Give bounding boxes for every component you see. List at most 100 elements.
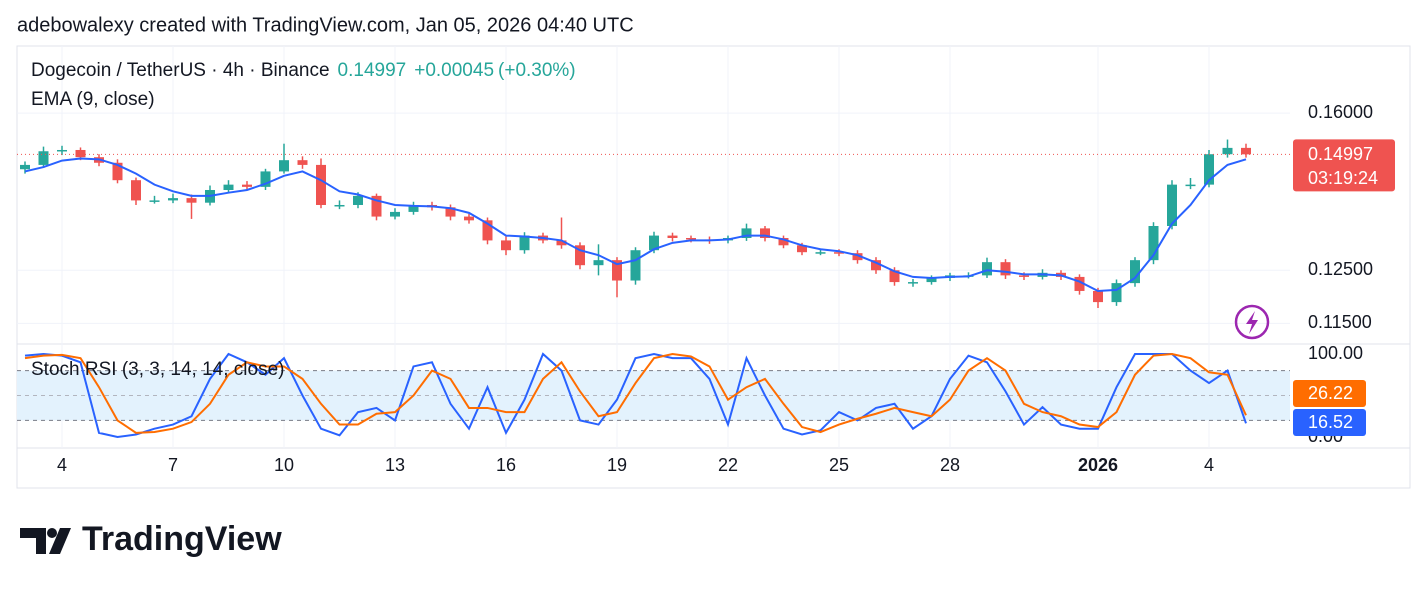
candle-body [57, 149, 67, 152]
y-tick-label: 100.00 [1308, 343, 1363, 363]
logo-slash [49, 528, 71, 554]
last-price: 0.14997 [337, 60, 407, 81]
candle-body [1074, 276, 1085, 291]
candle-body [408, 204, 419, 212]
indicator-legend: EMA (9, close) [31, 89, 155, 111]
candle-body [1019, 275, 1029, 277]
candle-body [1111, 283, 1122, 303]
last-price-box [1293, 139, 1395, 192]
candle-body [131, 180, 141, 201]
candle-body [112, 162, 123, 181]
candle-body [297, 160, 308, 165]
price-change-percent: (+0.30%) [498, 60, 576, 81]
tradingview-logo: TradingView [20, 520, 282, 558]
candle-body [371, 195, 382, 217]
candle-body [741, 228, 752, 238]
stoch-value-label: 16.52 [1308, 412, 1353, 432]
candle-body [667, 235, 678, 238]
candle-body [1222, 147, 1233, 155]
ema-line [24, 157, 1247, 292]
alert-icon[interactable] [1234, 304, 1270, 340]
candle-body [390, 211, 400, 217]
chart-frame [16, 45, 1411, 489]
candle-body [168, 198, 178, 201]
y-tick-label: 0.12500 [1308, 259, 1373, 279]
candle-body [260, 171, 271, 187]
x-tick-label: 25 [829, 455, 849, 475]
stoch-band [17, 370, 1290, 421]
x-tick-label: 4 [57, 455, 67, 475]
candle-body [1000, 262, 1011, 276]
candle-body [612, 260, 622, 281]
x-tick-label: 13 [385, 455, 405, 475]
attribution: adebowalexy created with TradingView.com… [17, 14, 634, 36]
symbol-title: Dogecoin / TetherUS · 4h · Binance [31, 60, 330, 81]
candle-body [926, 277, 937, 283]
y-tick-label: 0.16000 [1308, 102, 1373, 122]
candle-body [20, 164, 30, 170]
logo-mark [20, 528, 46, 554]
countdown-label: 03:19:24 [1308, 168, 1378, 188]
stoch-title: Stoch RSI (3, 3, 14, 14, close) [31, 359, 285, 380]
candle-body [464, 216, 474, 221]
candle-body [353, 195, 363, 205]
x-tick-label: 10 [274, 455, 294, 475]
candle-body [778, 237, 789, 246]
candle-body [686, 237, 696, 240]
candle-body [445, 207, 456, 217]
candle-body [501, 240, 511, 251]
alert-bolt [1246, 311, 1258, 334]
candle-body [482, 220, 493, 241]
x-tick-label: 16 [496, 455, 516, 475]
candle-body [242, 184, 252, 187]
candle-body [982, 262, 992, 276]
stoch-value-label: 26.22 [1308, 383, 1353, 403]
plot: 4 7 10 13 16 19 22 25 28 2026 4 0.16000 0.12500 0.115… [17, 102, 1395, 475]
main-legend: Dogecoin / TetherUS · 4h · Binance 0.149… [31, 60, 576, 82]
candle-body [760, 228, 770, 238]
candle-body [889, 270, 900, 283]
price-change: +0.00045 [414, 60, 495, 81]
candle-body [1130, 260, 1140, 284]
x-tick-label: 2026 [1078, 455, 1118, 475]
x-tick-label: 28 [940, 455, 960, 475]
candle-body [797, 245, 807, 253]
x-tick-label: 19 [607, 455, 627, 475]
candle-body [593, 260, 604, 266]
candle-body [575, 245, 585, 266]
grid [17, 46, 1290, 448]
candle-body [279, 160, 289, 172]
candle-body [1093, 290, 1103, 303]
logo-dot [47, 528, 57, 538]
candle-body [149, 200, 160, 202]
stoch-line [24, 352, 1247, 434]
x-tick-label: 4 [1204, 455, 1214, 475]
x-tick-label: 7 [168, 455, 178, 475]
candle-body [38, 151, 49, 165]
candle-body [1167, 184, 1177, 227]
candle-body [815, 252, 826, 254]
stoch-value-box [1293, 409, 1366, 436]
last-price-label: 0.14997 [1308, 144, 1373, 164]
oscillator-legend: Stoch RSI (3, 3, 14, 14, close) [31, 359, 284, 381]
candle-body [1148, 226, 1159, 261]
candle-body [186, 198, 197, 203]
stoch-value-box [1293, 380, 1366, 407]
candle-body [1241, 147, 1251, 155]
candle-body [334, 204, 345, 207]
brand: TradingView [82, 520, 282, 558]
y-tick-label: 0.11500 [1308, 312, 1372, 332]
x-tick-label: 22 [718, 455, 738, 475]
candle-body [871, 260, 881, 271]
candle-body [834, 252, 844, 254]
candle-body [316, 164, 326, 205]
candle-body [630, 250, 641, 281]
candle-body [1185, 184, 1196, 187]
candle-body [519, 235, 530, 251]
candle-body [223, 184, 234, 190]
candle-body [75, 149, 86, 158]
stoch-line [24, 352, 1247, 439]
candle-body [649, 235, 659, 251]
